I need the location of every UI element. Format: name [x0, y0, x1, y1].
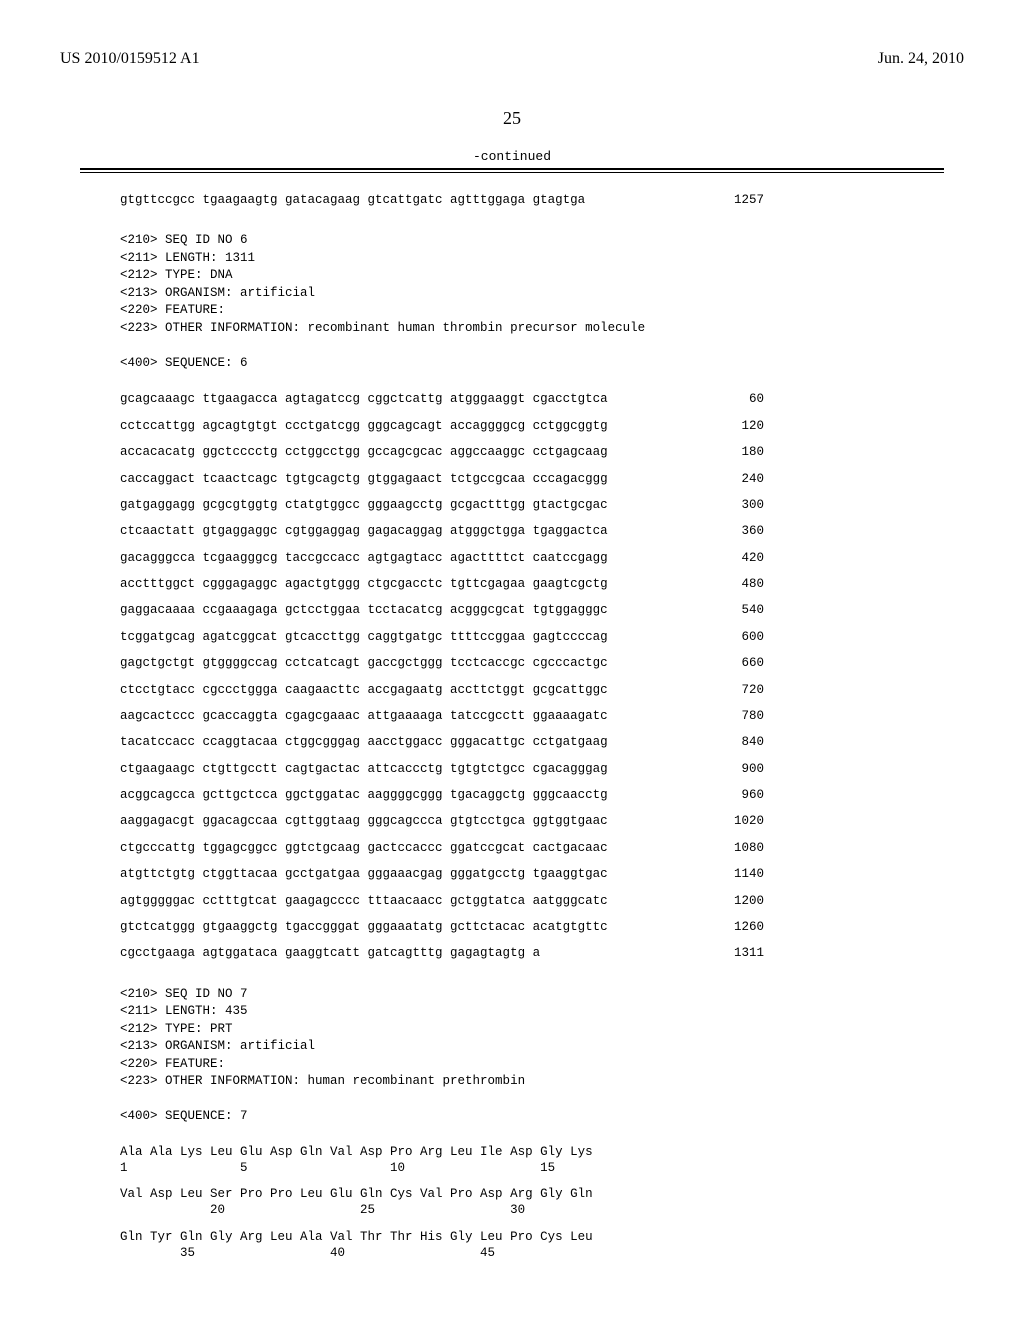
- seq-position: 120: [704, 417, 904, 436]
- seq-text: gagctgctgt gtggggccag cctcatcagt gaccgct…: [120, 654, 608, 673]
- seq6-line: aaggagacgt ggacagccaa cgttggtaag gggcagc…: [120, 812, 904, 831]
- seq-text: gacagggcca tcgaagggcg taccgccacc agtgagt…: [120, 549, 608, 568]
- seq-position: 1311: [704, 944, 904, 963]
- seq6-line: cctccattgg agcagtgtgt ccctgatcgg gggcagc…: [120, 417, 904, 436]
- seq-position: 900: [704, 760, 904, 779]
- seq6-line: acctttggct cgggagaggc agactgtggg ctgcgac…: [120, 575, 904, 594]
- seq6-line: gaggacaaaa ccgaaagaga gctcctggaa tcctaca…: [120, 601, 904, 620]
- seq-position: 1020: [704, 812, 904, 831]
- seq7-line: Gln Tyr Gln Gly Arg Leu Ala Val Thr Thr …: [120, 1229, 904, 1262]
- seq-position: 540: [704, 601, 904, 620]
- seq6-line: accacacatg ggctcccctg cctggcctgg gccagcg…: [120, 443, 904, 462]
- seq6-body: gcagcaaagc ttgaagacca agtagatccg cggctca…: [120, 390, 904, 963]
- seq6-line: gatgaggagg gcgcgtggtg ctatgtggcc gggaagc…: [120, 496, 904, 515]
- seq-position: 360: [704, 522, 904, 541]
- continued-label: -continued: [60, 149, 964, 164]
- publication-date: Jun. 24, 2010: [878, 50, 964, 68]
- seq-text: ctcctgtacc cgccctggga caagaacttc accgaga…: [120, 681, 608, 700]
- seq6-line: cgcctgaaga agtggataca gaaggtcatt gatcagt…: [120, 944, 904, 963]
- seq-text: tcggatgcag agatcggcat gtcaccttgg caggtga…: [120, 628, 608, 647]
- seq-position: 840: [704, 733, 904, 752]
- seq-position: 1257: [704, 191, 904, 210]
- seq6-line: acggcagcca gcttgctcca ggctggatac aaggggc…: [120, 786, 904, 805]
- seq-text: tacatccacc ccaggtacaa ctggcgggag aacctgg…: [120, 733, 608, 752]
- seq-text: cgcctgaaga agtggataca gaaggtcatt gatcagt…: [120, 944, 540, 963]
- seq6-line: gtctcatggg gtgaaggctg tgaccgggat gggaaat…: [120, 918, 904, 937]
- seq-text: gatgaggagg gcgcgtggtg ctatgtggcc gggaagc…: [120, 496, 608, 515]
- seq-text: caccaggact tcaactcagc tgtgcagctg gtggaga…: [120, 470, 608, 489]
- seq7-line: Ala Ala Lys Leu Glu Asp Gln Val Asp Pro …: [120, 1144, 904, 1177]
- seq7-line: Val Asp Leu Ser Pro Pro Leu Glu Gln Cys …: [120, 1186, 904, 1219]
- seq6-line: tcggatgcag agatcggcat gtcaccttgg caggtga…: [120, 628, 904, 647]
- seq-position: 1200: [704, 892, 904, 911]
- seq-text: aagcactccc gcaccaggta cgagcgaaac attgaaa…: [120, 707, 608, 726]
- seq6-line: tacatccacc ccaggtacaa ctggcgggag aacctgg…: [120, 733, 904, 752]
- seq-text: atgttctgtg ctggttacaa gcctgatgaa gggaaac…: [120, 865, 608, 884]
- seq6-line: gagctgctgt gtggggccag cctcatcagt gaccgct…: [120, 654, 904, 673]
- seq-position: 1140: [704, 865, 904, 884]
- seq6-line: gacagggcca tcgaagggcg taccgccacc agtgagt…: [120, 549, 904, 568]
- seq-text: gtctcatggg gtgaaggctg tgaccgggat gggaaat…: [120, 918, 608, 937]
- seq-position: 300: [704, 496, 904, 515]
- seq-text: cctccattgg agcagtgtgt ccctgatcgg gggcagc…: [120, 417, 608, 436]
- seq6-line: aagcactccc gcaccaggta cgagcgaaac attgaaa…: [120, 707, 904, 726]
- seq-position: 240: [704, 470, 904, 489]
- seq-text: acctttggct cgggagaggc agactgtggg ctgcgac…: [120, 575, 608, 594]
- publication-number: US 2010/0159512 A1: [60, 50, 200, 68]
- seq-text: ctgcccattg tggagcggcc ggtctgcaag gactcca…: [120, 839, 608, 858]
- seq-position: 660: [704, 654, 904, 673]
- seq-position: 1260: [704, 918, 904, 937]
- seq6-line: caccaggact tcaactcagc tgtgcagctg gtggaga…: [120, 470, 904, 489]
- seq6-line: gcagcaaagc ttgaagacca agtagatccg cggctca…: [120, 390, 904, 409]
- seq6-line: ctcaactatt gtgaggaggc cgtggaggag gagacag…: [120, 522, 904, 541]
- seq-text: ctcaactatt gtgaggaggc cgtggaggag gagacag…: [120, 522, 608, 541]
- seq-text: gcagcaaagc ttgaagacca agtagatccg cggctca…: [120, 390, 608, 409]
- seq6-line: ctgcccattg tggagcggcc ggtctgcaag gactcca…: [120, 839, 904, 858]
- seq6-line: ctgaagaagc ctgttgcctt cagtgactac attcacc…: [120, 760, 904, 779]
- seq5-tail-line: gtgttccgcc tgaagaagtg gatacagaag gtcattg…: [120, 191, 904, 210]
- seq-position: 600: [704, 628, 904, 647]
- seq-text: acggcagcca gcttgctcca ggctggatac aaggggc…: [120, 786, 608, 805]
- thin-rule: [80, 172, 944, 173]
- seq-position: 960: [704, 786, 904, 805]
- page-number: 25: [60, 108, 964, 129]
- seq6-header: <210> SEQ ID NO 6 <211> LENGTH: 1311 <21…: [120, 232, 904, 372]
- seq-text: gtgttccgcc tgaagaagtg gatacagaag gtcattg…: [120, 191, 585, 210]
- seq7-body: Ala Ala Lys Leu Glu Asp Gln Val Asp Pro …: [120, 1144, 904, 1262]
- seq-position: 60: [704, 390, 904, 409]
- seq-text: aaggagacgt ggacagccaa cgttggtaag gggcagc…: [120, 812, 608, 831]
- seq-text: agtgggggac cctttgtcat gaagagcccc tttaaca…: [120, 892, 608, 911]
- seq-text: ctgaagaagc ctgttgcctt cagtgactac attcacc…: [120, 760, 608, 779]
- heavy-rule: [80, 168, 944, 170]
- seq6-line: atgttctgtg ctggttacaa gcctgatgaa gggaaac…: [120, 865, 904, 884]
- seq-position: 1080: [704, 839, 904, 858]
- seq-position: 420: [704, 549, 904, 568]
- sequence-listing: gtgttccgcc tgaagaagtg gatacagaag gtcattg…: [60, 191, 964, 1261]
- seq-position: 180: [704, 443, 904, 462]
- seq-position: 720: [704, 681, 904, 700]
- seq-position: 780: [704, 707, 904, 726]
- seq7-header: <210> SEQ ID NO 7 <211> LENGTH: 435 <212…: [120, 986, 904, 1126]
- seq6-line: ctcctgtacc cgccctggga caagaacttc accgaga…: [120, 681, 904, 700]
- seq-position: 480: [704, 575, 904, 594]
- seq6-line: agtgggggac cctttgtcat gaagagcccc tttaaca…: [120, 892, 904, 911]
- seq-text: accacacatg ggctcccctg cctggcctgg gccagcg…: [120, 443, 608, 462]
- seq-text: gaggacaaaa ccgaaagaga gctcctggaa tcctaca…: [120, 601, 608, 620]
